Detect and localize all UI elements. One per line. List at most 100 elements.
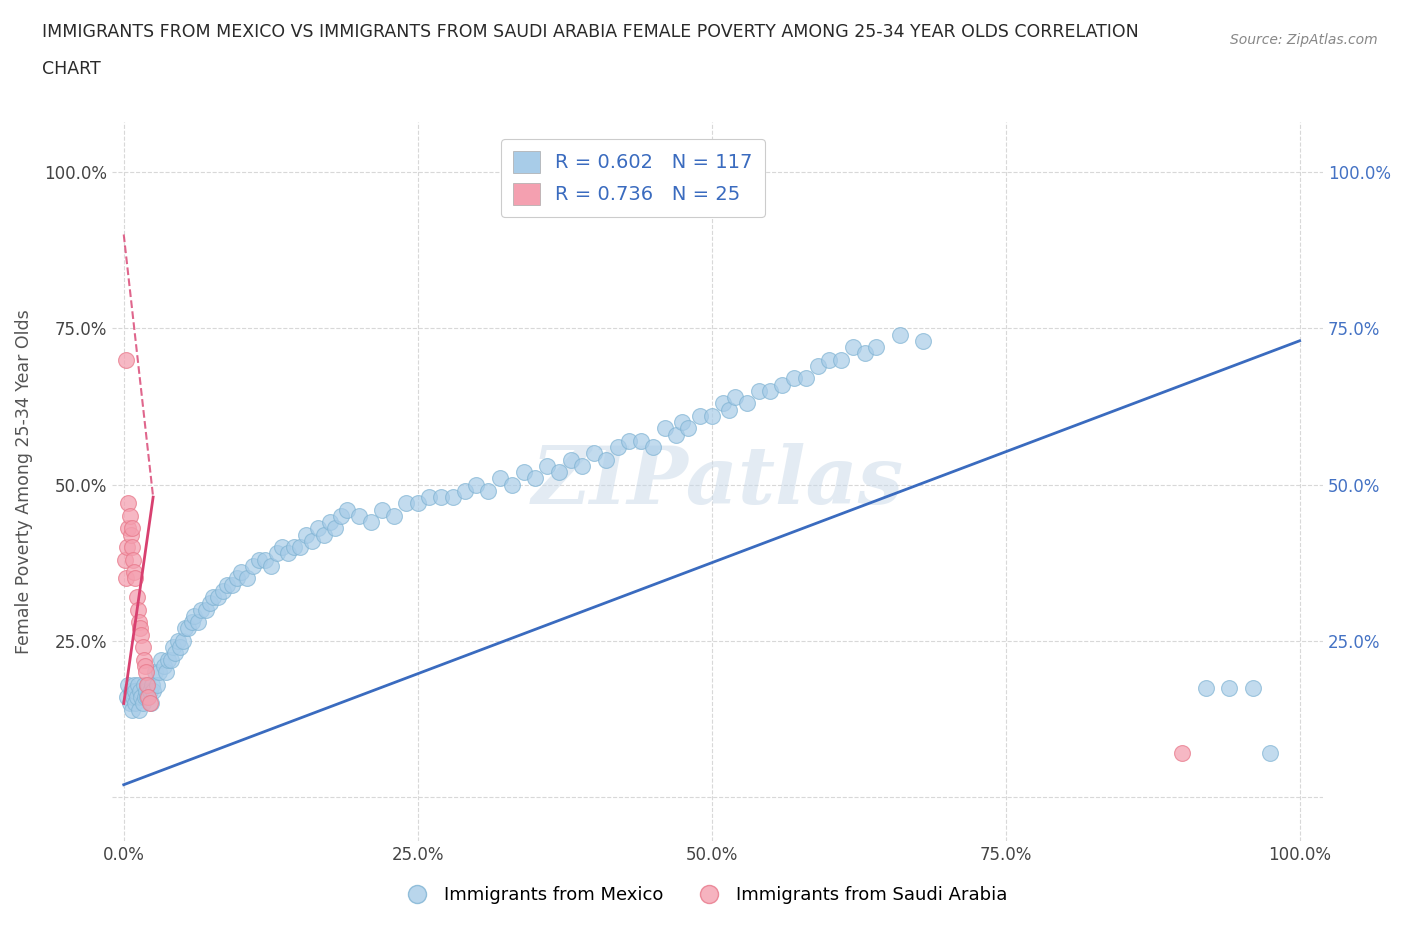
Point [125,690,148,705]
Point [141,677,163,692]
Point [145,665,167,680]
Point [142,684,165,698]
Point [1171,746,1194,761]
Point [842,339,865,354]
Point [138,677,160,692]
Text: Source: ZipAtlas.com: Source: ZipAtlas.com [1230,33,1378,46]
Point [454,484,477,498]
Point [131,690,153,705]
Point [560,452,582,467]
Point [117,539,139,554]
Point [288,539,311,554]
Point [172,633,194,648]
Point [181,615,204,630]
Point [312,527,335,542]
Point [122,690,145,705]
Point [183,608,205,623]
Point [759,383,782,398]
Point [131,640,153,655]
Point [138,684,160,698]
Point [118,696,141,711]
Point [266,546,288,561]
Point [190,603,212,618]
Point [128,702,150,717]
Point [138,696,160,711]
Point [283,539,305,554]
Point [134,658,156,673]
Point [121,539,143,554]
Point [117,677,139,692]
Point [912,333,935,348]
Point [124,677,146,692]
Point [169,640,191,655]
Point [145,677,167,692]
Point [117,521,139,536]
Point [187,615,209,630]
Point [830,352,852,367]
Point [231,565,253,579]
Point [132,677,155,692]
Point [853,346,876,361]
Point [330,509,353,524]
Point [136,690,159,705]
Point [307,521,329,536]
Point [689,408,711,423]
Point [619,433,641,448]
Point [129,684,152,698]
Point [301,534,323,549]
Legend: R = 0.602   N = 117, R = 0.736   N = 25: R = 0.602 N = 117, R = 0.736 N = 25 [501,139,765,217]
Point [748,383,770,398]
Point [865,339,887,354]
Point [120,684,142,698]
Point [441,490,464,505]
Point [295,527,318,542]
Point [818,352,841,367]
Point [221,578,243,592]
Point [236,571,259,586]
Point [1258,746,1281,761]
Point [360,514,382,529]
Point [713,396,735,411]
Point [132,652,155,667]
Point [735,396,758,411]
Point [465,477,488,492]
Point [630,433,652,448]
Point [127,677,149,692]
Point [195,603,218,618]
Point [117,690,139,705]
Y-axis label: Female Poverty Among 25-34 Year Olds: Female Poverty Among 25-34 Year Olds [15,309,32,654]
Point [724,390,747,405]
Point [121,702,143,717]
Point [260,558,283,573]
Point [118,509,141,524]
Point [1194,681,1216,696]
Point [157,652,180,667]
Point [136,677,159,692]
Point [318,514,340,529]
Point [134,690,156,705]
Point [124,571,146,586]
Point [889,327,911,342]
Point [115,352,138,367]
Point [131,696,153,711]
Point [325,521,347,536]
Point [211,583,233,598]
Point [418,490,440,505]
Point [271,539,294,554]
Point [129,621,152,636]
Point [217,578,239,592]
Text: IMMIGRANTS FROM MEXICO VS IMMIGRANTS FROM SAUDI ARABIA FEMALE POVERTY AMONG 25-3: IMMIGRANTS FROM MEXICO VS IMMIGRANTS FRO… [42,23,1139,41]
Point [247,552,270,567]
Point [794,371,817,386]
Point [583,445,606,460]
Point [177,621,200,636]
Point [524,471,547,485]
Point [718,402,741,417]
Point [770,378,793,392]
Point [477,484,499,498]
Point [124,684,146,698]
Point [382,509,405,524]
Point [253,552,276,567]
Point [148,665,170,680]
Point [430,490,453,505]
